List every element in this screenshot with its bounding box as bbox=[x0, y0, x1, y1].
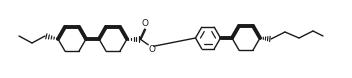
Text: O: O bbox=[149, 45, 156, 54]
Text: O: O bbox=[142, 19, 149, 28]
